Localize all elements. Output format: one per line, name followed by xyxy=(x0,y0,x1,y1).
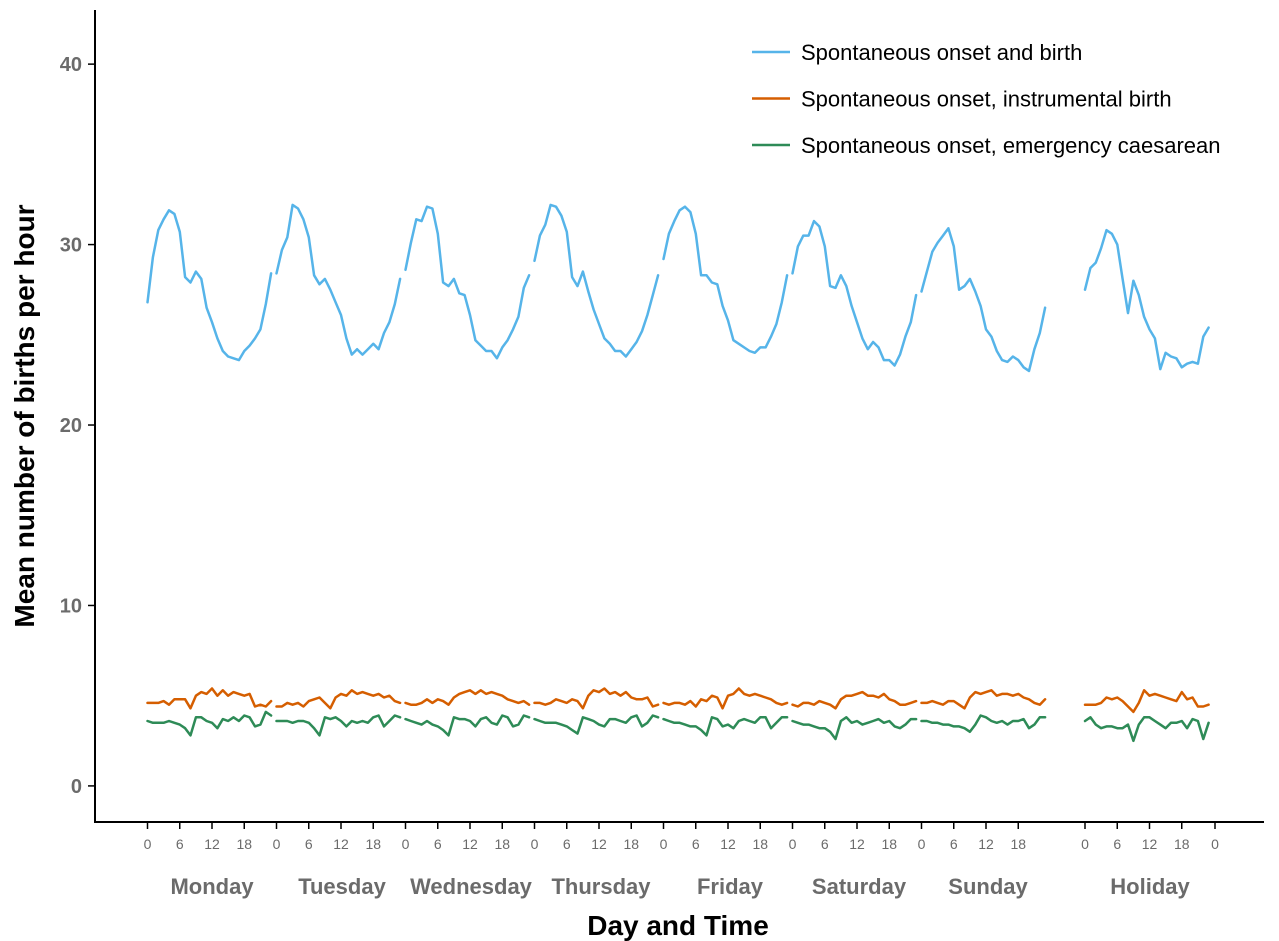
x-axis-title: Day and Time xyxy=(587,910,769,941)
x-tick-label: 12 xyxy=(333,836,349,852)
series-2-line-tuesday xyxy=(275,689,402,710)
x-tick-label: 6 xyxy=(563,836,571,852)
x-tick-label: 0 xyxy=(789,836,797,852)
y-tick-label: 20 xyxy=(60,415,82,437)
series-2-line-thursday xyxy=(533,687,660,710)
series-3-line-sunday xyxy=(920,714,1047,734)
series-2-line-friday xyxy=(662,687,789,710)
y-ticks: 0 10 20 30 40 xyxy=(60,54,95,798)
axes xyxy=(94,10,1264,823)
x-tick-label: 12 xyxy=(591,836,607,852)
series-2-line-saturday xyxy=(791,690,918,710)
x-tick-label: 18 xyxy=(623,836,639,852)
x-tick-label: 0 xyxy=(1211,836,1219,852)
x-tick-label: 18 xyxy=(881,836,897,852)
x-tick-label: 6 xyxy=(1113,836,1121,852)
series-2-line-sunday xyxy=(920,689,1047,710)
series-1-line-holiday xyxy=(1083,228,1210,371)
day-label-wednesday: Wednesday xyxy=(410,874,533,899)
series-1-line-monday xyxy=(146,209,273,362)
x-tick-label: 6 xyxy=(434,836,442,852)
day-label-friday: Friday xyxy=(697,874,764,899)
y-tick-label: 40 xyxy=(60,54,82,76)
series-1-line-saturday xyxy=(791,219,918,367)
series-3-line-holiday xyxy=(1083,716,1210,743)
x-tick-label: 18 xyxy=(1010,836,1026,852)
day-label-saturday: Saturday xyxy=(812,874,907,899)
x-tick-label: 6 xyxy=(305,836,313,852)
y-tick-label: 0 xyxy=(71,776,82,798)
x-tick-label: 12 xyxy=(720,836,736,852)
x-tick-label: 18 xyxy=(494,836,510,852)
legend-label-3: Spontaneous onset, emergency caesarean xyxy=(801,133,1221,158)
y-axis-title: Mean number of births per hour xyxy=(9,204,40,627)
y-tick-label: 10 xyxy=(60,595,82,617)
series-1-line-thursday xyxy=(533,203,660,358)
series-3-line-saturday xyxy=(791,716,918,741)
x-tick-label: 6 xyxy=(950,836,958,852)
x-tick-label: 18 xyxy=(236,836,252,852)
series-2-line-holiday xyxy=(1083,689,1210,714)
x-tick-label: 0 xyxy=(918,836,926,852)
series-3-line-thursday xyxy=(533,714,660,735)
x-tick-label: 12 xyxy=(204,836,220,852)
x-tick-label: 6 xyxy=(176,836,184,852)
x-tick-label: 12 xyxy=(978,836,994,852)
day-label-holiday: Holiday xyxy=(1110,874,1190,899)
day-label-sunday: Sunday xyxy=(948,874,1028,899)
x-tick-label: 12 xyxy=(849,836,865,852)
series-3-line-friday xyxy=(662,716,789,737)
series-3-line-wednesday xyxy=(404,714,531,737)
legend-label-1: Spontaneous onset and birth xyxy=(801,40,1082,65)
legend-label-2: Spontaneous onset, instrumental birth xyxy=(801,87,1172,112)
series-1-line-friday xyxy=(662,205,789,355)
x-tick-label: 18 xyxy=(365,836,381,852)
plot-area xyxy=(146,203,1210,743)
series-1-line-wednesday xyxy=(404,205,531,360)
series-2-line-monday xyxy=(146,687,273,710)
x-tick-label: 6 xyxy=(821,836,829,852)
day-label-monday: Monday xyxy=(170,874,254,899)
x-tick-label: 0 xyxy=(660,836,668,852)
series-3-line-monday xyxy=(146,710,273,737)
series-2-line-wednesday xyxy=(404,689,531,706)
legend: Spontaneous onset and birth Spontaneous o… xyxy=(752,40,1221,158)
x-tick-label: 18 xyxy=(752,836,768,852)
x-tick-label: 12 xyxy=(462,836,478,852)
x-tick-label: 12 xyxy=(1142,836,1158,852)
day-label-thursday: Thursday xyxy=(551,874,651,899)
series-1-line-sunday xyxy=(920,227,1047,373)
x-tick-label: 0 xyxy=(1081,836,1089,852)
y-tick-label: 30 xyxy=(60,235,82,257)
x-tick-label: 0 xyxy=(402,836,410,852)
x-ticks: 0 6 12 18 0 6 12 18 0 6 12 18 0 6 12 18 0 6 12 18 0 6 12 18 0 6 12… xyxy=(144,822,1219,852)
x-tick-label: 0 xyxy=(144,836,152,852)
x-tick-label: 18 xyxy=(1174,836,1190,852)
x-tick-label: 0 xyxy=(273,836,281,852)
series-1-line-tuesday xyxy=(275,203,402,356)
series-3-line-tuesday xyxy=(275,714,402,737)
x-tick-label: 0 xyxy=(531,836,539,852)
day-labels: Monday Tuesday Wednesday Thursday Friday Satu… xyxy=(170,874,1190,899)
day-label-tuesday: Tuesday xyxy=(298,874,386,899)
x-tick-label: 6 xyxy=(692,836,700,852)
